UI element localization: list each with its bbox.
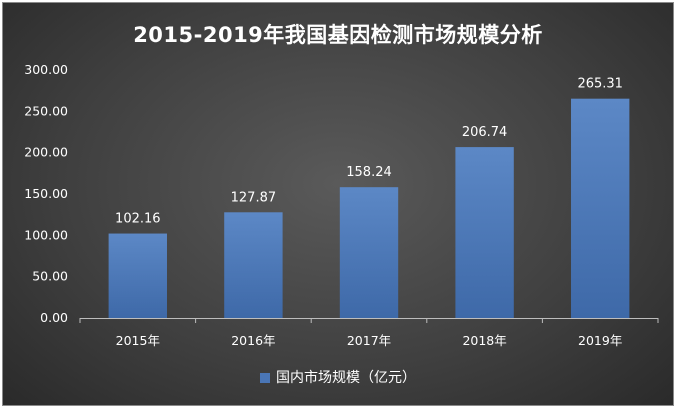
chart-title: 2015-2019年我国基因检测市场规模分析 bbox=[133, 23, 543, 47]
x-axis: 2015年 2016年 2017年 2018年 2019年 bbox=[79, 318, 659, 348]
y-axis: 0.00 50.00 100.00 150.00 200.00 250.00 300.00 bbox=[24, 62, 68, 325]
x-tick-label: 2018年 bbox=[462, 333, 506, 348]
chart-area: 2015-2019年我国基因检测市场规模分析 0.00 50.00 100.00 15… bbox=[2, 2, 674, 406]
data-label: 265.31 bbox=[577, 77, 623, 92]
x-tick-label: 2015年 bbox=[116, 333, 160, 348]
x-tick-label: 2016年 bbox=[231, 333, 275, 348]
data-label: 206.74 bbox=[462, 125, 508, 140]
y-tick-label: 100.00 bbox=[24, 227, 68, 242]
bar-2019年 bbox=[571, 98, 630, 318]
y-tick-label: 250.00 bbox=[24, 103, 68, 118]
bar-series: 102.16 127.87 158.24 206.74 265.31 bbox=[108, 77, 630, 318]
y-tick-label: 50.00 bbox=[32, 269, 68, 284]
data-label: 158.24 bbox=[346, 165, 392, 180]
y-tick-label: 300.00 bbox=[24, 62, 68, 77]
bar-2018年 bbox=[455, 147, 514, 318]
bar-2017年 bbox=[339, 187, 399, 318]
data-label: 127.87 bbox=[231, 190, 277, 205]
legend-swatch bbox=[260, 373, 270, 383]
chart-plot: 0.0050.00100.00150.00200.00250.00300.00 … bbox=[24, 62, 659, 348]
legend: 国内市场规模（亿元） bbox=[3, 367, 673, 387]
data-label: 102.16 bbox=[115, 212, 161, 227]
bar-2015年 bbox=[108, 233, 167, 318]
y-tick-label: 200.00 bbox=[24, 145, 68, 160]
legend-label: 国内市场规模（亿元） bbox=[276, 370, 416, 386]
x-tick-label: 2017年 bbox=[347, 333, 391, 348]
y-tick-label: 150.00 bbox=[24, 186, 68, 201]
bar-2016年 bbox=[224, 212, 283, 318]
y-tick-label: 0.00 bbox=[40, 310, 68, 325]
x-tick-label: 2019年 bbox=[578, 333, 622, 348]
